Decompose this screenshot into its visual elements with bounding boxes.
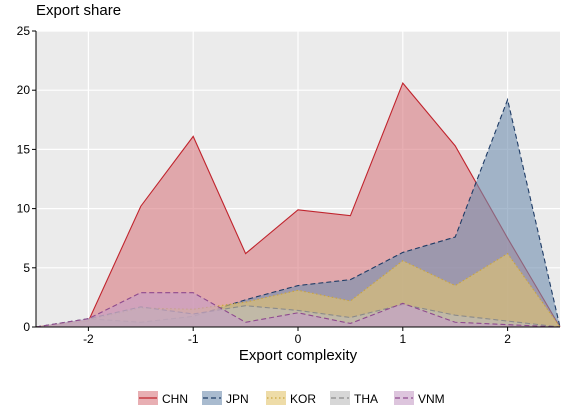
area-kor bbox=[36, 253, 560, 327]
y-tick-label: 15 bbox=[17, 142, 31, 156]
line-chn bbox=[35, 82, 561, 328]
x-axis-label: Export complexity bbox=[239, 347, 358, 364]
y-tick-label: 25 bbox=[17, 24, 31, 38]
legend-label-tha: THA bbox=[354, 392, 378, 406]
area-vnm bbox=[36, 292, 560, 327]
y-tick-label: 20 bbox=[17, 83, 31, 97]
y-tick-label: 0 bbox=[23, 320, 30, 334]
line-vnm bbox=[35, 292, 561, 328]
x-tick-label: 2 bbox=[504, 332, 511, 346]
legend-label-vnm: VNM bbox=[418, 392, 445, 406]
area-jpn bbox=[36, 99, 560, 327]
legend: CHN JPN KOR THA VNM bbox=[138, 391, 445, 406]
x-tick-label: 0 bbox=[295, 332, 302, 346]
x-tick-label: -2 bbox=[83, 332, 94, 346]
tick-labels: 0 5 10 15 20 25 -2 -1 0 1 2 bbox=[17, 24, 512, 346]
legend-label-kor: KOR bbox=[290, 392, 316, 406]
series-areas bbox=[35, 82, 561, 328]
x-tick-label: -1 bbox=[188, 332, 199, 346]
legend-label-jpn: JPN bbox=[226, 392, 249, 406]
y-axis-label: Export share bbox=[36, 2, 121, 19]
legend-label-chn: CHN bbox=[162, 392, 188, 406]
y-tick-label: 10 bbox=[17, 202, 31, 216]
x-tick-label: 1 bbox=[399, 332, 406, 346]
y-tick-label: 5 bbox=[23, 261, 30, 275]
